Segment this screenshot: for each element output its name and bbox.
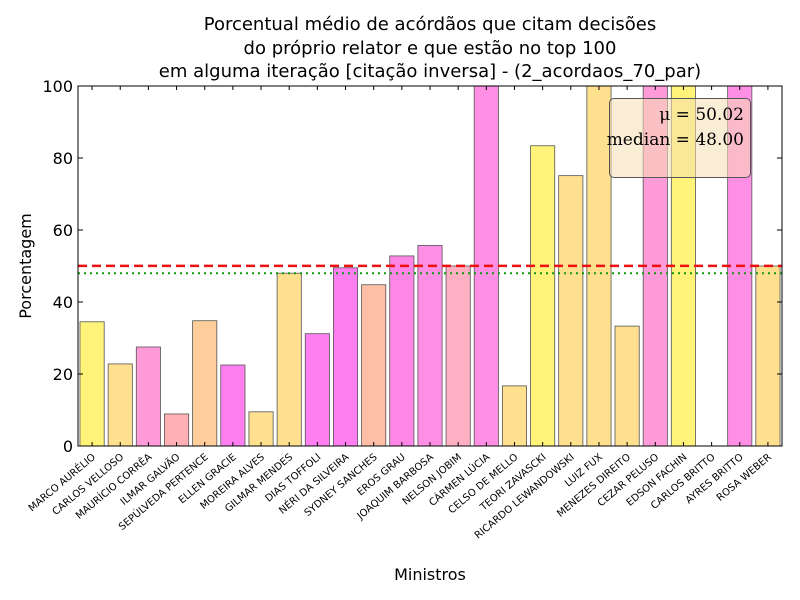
y-tick-label: 100 [42,77,73,96]
bar [276,272,302,447]
reference-lines-group [78,264,782,275]
bar [530,145,556,447]
y-tick-label: 60 [53,221,73,240]
bar [501,385,527,447]
bar [220,364,246,447]
y-axis: 0 20 40 60 80 100 [42,77,782,456]
bar [248,411,274,447]
bar [417,245,443,447]
bar [614,325,640,447]
bar [164,413,190,447]
bar [135,346,161,447]
y-tick-label: 20 [53,365,73,384]
y-tick-label: 80 [53,149,73,168]
bar [333,267,359,447]
bar [79,321,105,447]
bar [361,284,387,447]
bar [755,265,781,447]
bar [107,363,133,447]
x-axis-label: Ministros [394,565,466,584]
bars-group [79,85,781,447]
y-tick-label: 0 [63,437,73,456]
chart-title-line-1: Porcentual médio de acórdãos que citam d… [203,14,657,35]
mean-stat: μ = 50.02 [659,105,744,125]
y-tick-label: 40 [53,293,73,312]
chart-title-line-2: do próprio relator e que estão no top 10… [243,38,617,59]
bar [192,320,218,447]
bar [389,255,415,447]
y-axis-label: Porcentagem [16,213,35,319]
chart-title-line-3: em alguma iteração [citação inversa] - (… [158,61,702,82]
bar [304,333,330,447]
bar [445,265,471,447]
bar [558,175,584,447]
stats-box: μ = 50.02 median = 48.00 [606,98,751,178]
median-stat: median = 48.00 [606,130,744,150]
